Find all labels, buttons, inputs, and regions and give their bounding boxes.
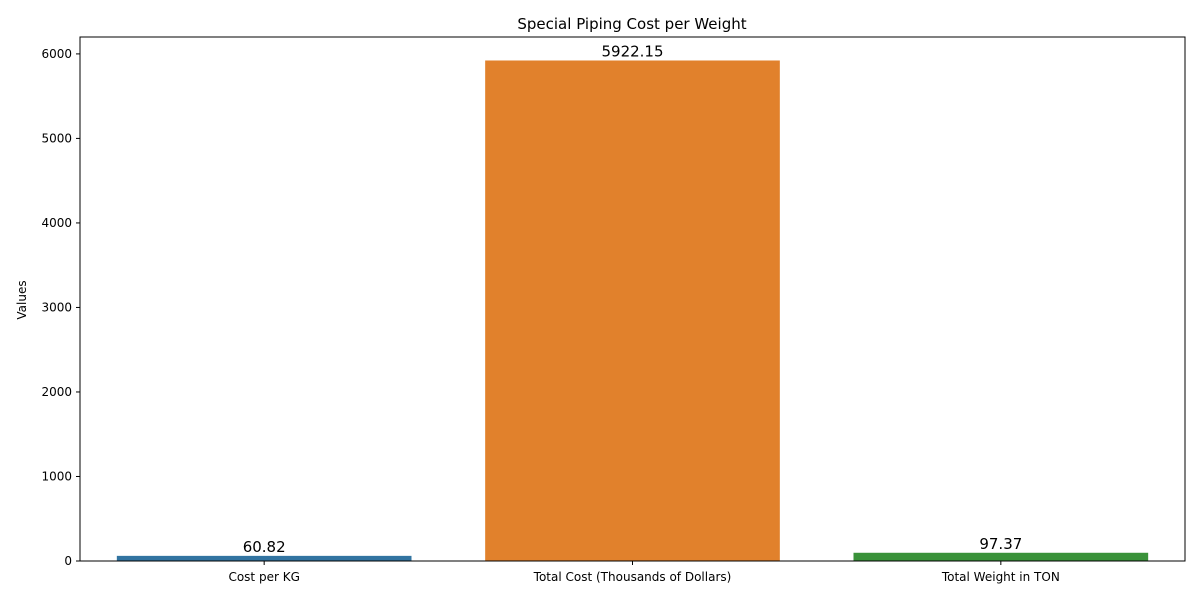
bar-1 bbox=[116, 555, 412, 561]
plot-frame bbox=[79, 36, 1186, 562]
plot-area: 60.82 Cost per KG 5922.15 Total Cost (Thous… bbox=[41, 36, 1186, 584]
bar-value-label-3: 97.37 bbox=[979, 535, 1022, 553]
y-tick-label-7: 6000 bbox=[41, 47, 72, 61]
y-tick-label-2: 1000 bbox=[41, 469, 72, 483]
bar-2 bbox=[485, 60, 780, 561]
y-tick-label-1: 0 bbox=[64, 554, 72, 568]
bar-value-label-2: 5922.15 bbox=[601, 42, 663, 60]
bar-value-label-1: 60.82 bbox=[243, 538, 286, 556]
chart-title: Special Piping Cost per Weight bbox=[517, 15, 746, 33]
x-tick-label-1: Cost per KG bbox=[228, 570, 299, 584]
y-tick-label-3: 2000 bbox=[41, 385, 72, 399]
y-tick-label-6: 5000 bbox=[41, 131, 72, 145]
y-tick-label-4: 3000 bbox=[41, 300, 72, 314]
bar-3 bbox=[853, 552, 1149, 561]
y-tick-label-5: 4000 bbox=[41, 216, 72, 230]
x-tick-label-2: Total Cost (Thousands of Dollars) bbox=[533, 570, 732, 584]
y-axis-label: Values bbox=[15, 280, 29, 319]
x-tick-label-3: Total Weight in TON bbox=[941, 570, 1060, 584]
